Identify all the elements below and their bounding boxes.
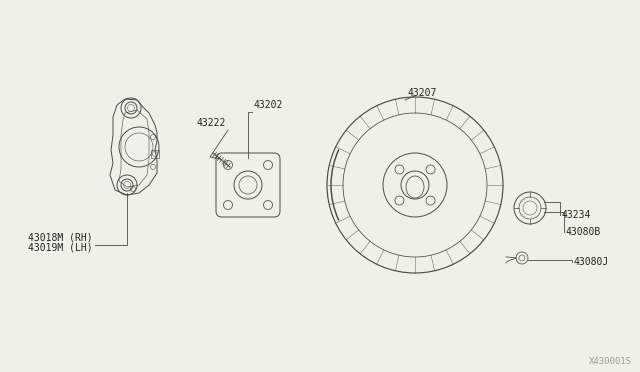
Text: X430001S: X430001S xyxy=(589,357,632,366)
Text: 43080J: 43080J xyxy=(574,257,609,267)
Text: 43018M (RH): 43018M (RH) xyxy=(28,232,93,242)
Text: 43019M (LH): 43019M (LH) xyxy=(28,242,93,252)
Text: 43234: 43234 xyxy=(562,210,591,220)
Text: 43080B: 43080B xyxy=(566,227,601,237)
Text: 43222: 43222 xyxy=(196,118,226,128)
Text: 43207: 43207 xyxy=(407,88,436,98)
Text: 43202: 43202 xyxy=(253,100,282,110)
